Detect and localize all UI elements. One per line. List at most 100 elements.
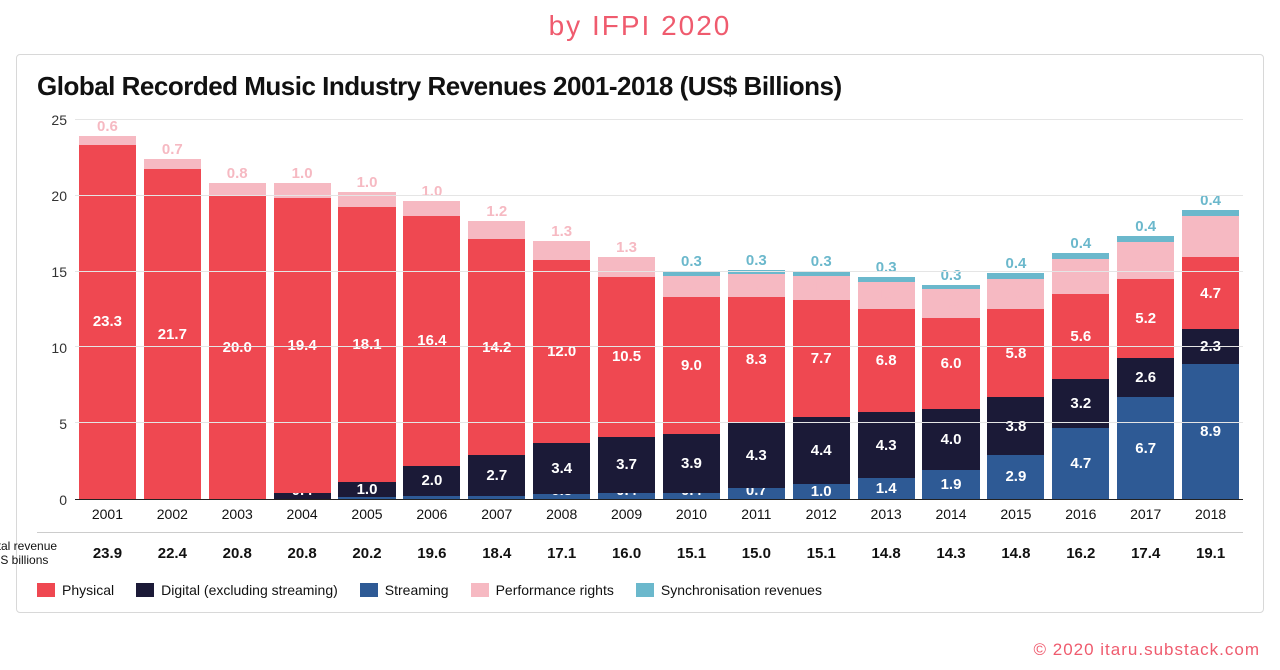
total-cell: 19.6 xyxy=(399,539,464,568)
segment-label: 3.7 xyxy=(616,457,637,472)
bar-segment-digital: 4.3 xyxy=(728,423,785,488)
bar-segment-digital: 3.4 xyxy=(533,443,590,495)
top-label: 1.0 xyxy=(357,175,378,190)
segment-label: 5.6 xyxy=(1070,329,1091,344)
bar-column: 8.92.34.72.70.4 xyxy=(1178,210,1243,499)
segment-label: 1.4 xyxy=(681,279,702,294)
segment-label: 4.3 xyxy=(876,438,897,453)
x-label: 2012 xyxy=(789,500,854,522)
bar-segment-performance: 1.8 xyxy=(858,282,915,309)
bar-segment-digital: 4.4 xyxy=(793,417,850,484)
segment-label: 1.5 xyxy=(746,278,767,293)
segment-label: 2.7 xyxy=(1200,229,1221,244)
bar-column: 21.70.7 xyxy=(140,159,205,499)
bar-stack: 0.22.016.41.0 xyxy=(403,201,460,499)
segment-label: 3.8 xyxy=(1005,419,1026,434)
legend-swatch xyxy=(360,583,378,597)
total-cell: 14.8 xyxy=(854,539,919,568)
x-label: 2006 xyxy=(399,500,464,522)
bar-segment-physical: 12.0 xyxy=(533,260,590,442)
bar-segment-performance xyxy=(598,257,655,277)
bar-segment-sync xyxy=(922,285,979,290)
segment-label: 21.7 xyxy=(158,327,187,342)
bar-stack: 0.419.41.0 xyxy=(274,183,331,499)
grid-line xyxy=(75,195,1243,196)
legend-label: Synchronisation revenues xyxy=(661,582,822,598)
segment-label: 2.7 xyxy=(486,468,507,483)
x-label: 2016 xyxy=(1048,500,1113,522)
segment-label: 8.3 xyxy=(746,352,767,367)
segment-label: 5.2 xyxy=(1135,311,1156,326)
bar-segment-performance: 2.3 xyxy=(1052,259,1109,294)
bar-segment-sync xyxy=(858,277,915,282)
segment-label: 10.5 xyxy=(612,349,641,364)
chart-title: Global Recorded Music Industry Revenues … xyxy=(37,71,1243,102)
x-label: 2011 xyxy=(724,500,789,522)
bar-stack: 0.43.710.51.3 xyxy=(598,257,655,499)
totals-cells: 23.922.420.820.820.219.618.417.116.015.1… xyxy=(75,539,1243,568)
segment-label: 4.4 xyxy=(811,443,832,458)
total-cell: 15.1 xyxy=(789,539,854,568)
x-label: 2018 xyxy=(1178,500,1243,522)
bar-segment-digital: 2.0 xyxy=(403,466,460,496)
bar-segment-physical: 18.1 xyxy=(338,207,395,482)
legend-label: Performance rights xyxy=(496,582,614,598)
bar-stack: 21.70.7 xyxy=(144,159,201,499)
total-cell: 23.9 xyxy=(75,539,140,568)
totals-label: Total revenue $US billions xyxy=(0,539,75,568)
segment-label: 1.9 xyxy=(941,296,962,311)
top-label: 0.3 xyxy=(811,254,832,269)
plot-wrap: 0510152025 23.30.621.70.720.00.80.419.41… xyxy=(37,120,1243,500)
top-label: 1.2 xyxy=(486,204,507,219)
bar-segment-digital: 2.7 xyxy=(468,455,525,496)
total-cell: 17.1 xyxy=(529,539,594,568)
header-credit: by IFPI 2020 xyxy=(0,0,1280,54)
bar-stack: 0.74.38.31.50.3 xyxy=(728,270,785,499)
bar-column: 4.73.25.62.30.4 xyxy=(1048,253,1113,499)
bar-segment-performance xyxy=(209,183,266,195)
y-tick: 15 xyxy=(51,264,67,280)
legend-item-sync: Synchronisation revenues xyxy=(636,582,822,598)
segment-label: 2.6 xyxy=(1135,370,1156,385)
grid-line xyxy=(75,119,1243,120)
bar-stack: 6.72.65.22.40.4 xyxy=(1117,236,1174,499)
top-label: 0.4 xyxy=(1070,236,1091,251)
bar-segment-performance xyxy=(79,136,136,145)
bar-column: 0.43.99.01.40.3 xyxy=(659,271,724,499)
x-label: 2002 xyxy=(140,500,205,522)
bar-segment-performance: 2.4 xyxy=(1117,242,1174,278)
x-label: 2008 xyxy=(529,500,594,522)
bar-segment-sync xyxy=(663,271,720,276)
x-axis-row: 2001200220032004200520062007200820092010… xyxy=(75,500,1243,522)
bar-segment-digital: 2.6 xyxy=(1117,358,1174,398)
segment-label: 5.8 xyxy=(1005,346,1026,361)
segment-label: 7.7 xyxy=(811,351,832,366)
legend-label: Physical xyxy=(62,582,114,598)
x-label: 2005 xyxy=(335,500,400,522)
bar-segment-physical: 10.5 xyxy=(598,277,655,437)
bar-segment-performance: 1.5 xyxy=(728,274,785,297)
bar-segment-digital: 3.9 xyxy=(663,434,720,493)
segment-label: 3.2 xyxy=(1070,396,1091,411)
bar-segment-sync xyxy=(793,271,850,276)
segment-label: 2.9 xyxy=(1005,469,1026,484)
y-tick: 20 xyxy=(51,188,67,204)
total-cell: 20.2 xyxy=(335,539,400,568)
bar-segment-physical: 21.7 xyxy=(144,169,201,499)
x-label: 2015 xyxy=(983,500,1048,522)
top-label: 1.3 xyxy=(551,224,572,239)
top-label: 0.4 xyxy=(1135,219,1156,234)
legend-swatch xyxy=(136,583,154,597)
bar-segment-sync xyxy=(1117,236,1174,242)
bar-segment-physical: 6.0 xyxy=(922,318,979,409)
total-cell: 15.0 xyxy=(724,539,789,568)
total-cell: 17.4 xyxy=(1113,539,1178,568)
legend-item-digital: Digital (excluding streaming) xyxy=(136,582,338,598)
bar-segment-streaming: 0.4 xyxy=(663,493,720,499)
bar-segment-digital: 3.8 xyxy=(987,397,1044,455)
bar-column: 0.419.41.0 xyxy=(270,183,335,499)
bar-segment-streaming: 0.7 xyxy=(728,488,785,499)
bar-segment-digital: 4.0 xyxy=(922,409,979,470)
bar-stack: 0.33.412.01.3 xyxy=(533,241,590,499)
segment-label: 1.0 xyxy=(357,482,378,497)
